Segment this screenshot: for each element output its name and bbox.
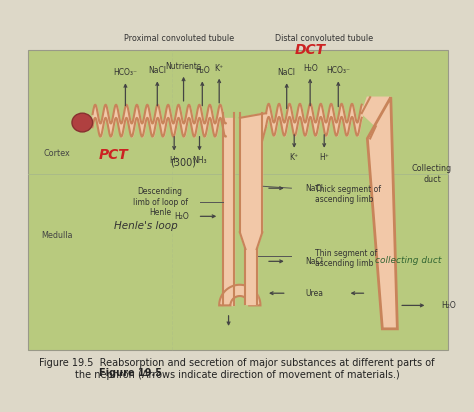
Text: H₂O: H₂O — [195, 66, 210, 75]
Text: NaCl: NaCl — [305, 257, 323, 266]
Polygon shape — [219, 285, 260, 305]
Text: Figure 19.5  Reabsorption and secretion of major substances at different parts o: Figure 19.5 Reabsorption and secretion o… — [39, 358, 435, 380]
Text: (300): (300) — [171, 158, 197, 168]
Text: H₂O: H₂O — [174, 212, 189, 221]
Text: NaCl: NaCl — [305, 184, 323, 193]
Text: K⁺: K⁺ — [215, 64, 224, 73]
Ellipse shape — [72, 113, 92, 132]
Text: NH₃: NH₃ — [192, 156, 207, 164]
Text: Urea: Urea — [305, 289, 323, 298]
Text: Cortex: Cortex — [44, 149, 70, 158]
Text: NaCl: NaCl — [278, 68, 296, 77]
Text: Nutrients: Nutrients — [165, 62, 201, 71]
Text: Henle's loop: Henle's loop — [114, 221, 178, 231]
Polygon shape — [367, 97, 397, 329]
Text: Figure 19.5: Figure 19.5 — [99, 368, 162, 378]
Text: H₂O: H₂O — [441, 301, 456, 310]
FancyBboxPatch shape — [28, 50, 448, 350]
Text: Medulla: Medulla — [41, 231, 73, 239]
Text: Distal convoluted tubule: Distal convoluted tubule — [275, 34, 373, 43]
Text: Thick segment of
ascending limb: Thick segment of ascending limb — [315, 185, 381, 204]
Text: K⁺: K⁺ — [290, 153, 299, 162]
Text: H₂O: H₂O — [303, 64, 318, 73]
Text: PCT: PCT — [98, 148, 128, 162]
Text: H⁺: H⁺ — [169, 156, 179, 164]
Text: H⁺: H⁺ — [319, 153, 329, 162]
Text: Collecting
duct: Collecting duct — [412, 164, 452, 184]
Text: collecting duct: collecting duct — [375, 256, 442, 265]
Text: Thin segment of
ascending limb: Thin segment of ascending limb — [315, 249, 377, 268]
Polygon shape — [240, 232, 262, 249]
Text: HCO₃⁻: HCO₃⁻ — [113, 68, 137, 77]
Polygon shape — [240, 113, 266, 140]
Text: HCO₃⁻: HCO₃⁻ — [326, 66, 350, 75]
Polygon shape — [362, 97, 391, 126]
Text: Proximal convoluted tubule: Proximal convoluted tubule — [124, 34, 234, 43]
Text: Descending
limb of loop of
Henle: Descending limb of loop of Henle — [133, 187, 188, 217]
Text: NaCl: NaCl — [148, 66, 166, 75]
Text: DCT: DCT — [294, 43, 326, 57]
